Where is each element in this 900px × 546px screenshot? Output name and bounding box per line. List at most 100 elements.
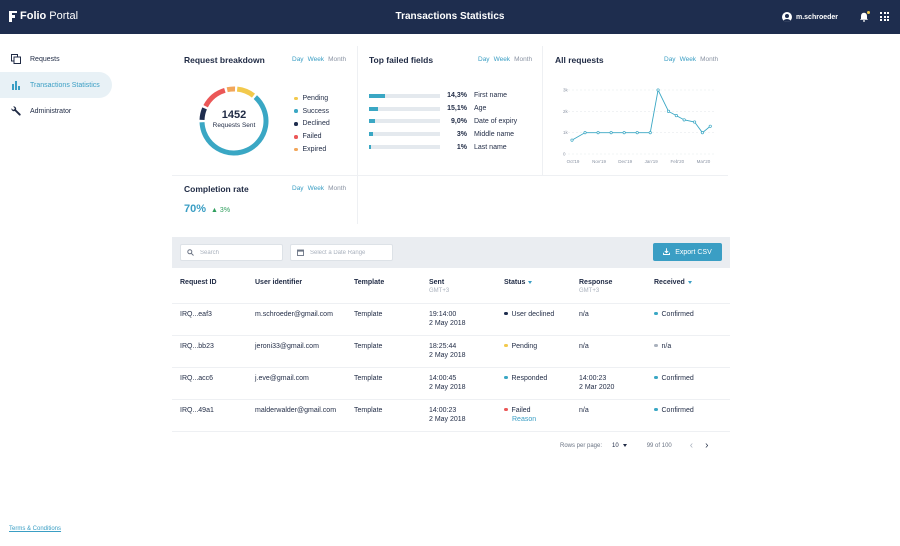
x-tick-label: Mar'20 [697,159,711,164]
data-point[interactable] [583,131,587,135]
data-point[interactable] [700,131,704,135]
donut-segment-declined [199,107,207,121]
sidebar-item-label: Transactions Statistics [30,81,100,89]
arrow-up-icon: ▲ [211,207,218,214]
completion-period-selector: Day Week Month [288,185,346,192]
y-tick-label: 1k [563,130,569,135]
cell-user: j.eve@gmail.com [247,367,346,400]
data-point[interactable] [708,124,712,128]
status-text: Failed [511,406,531,414]
sort-caret-icon[interactable] [687,280,692,284]
cell-user: m.schroeder@gmail.com [247,303,346,336]
y-tick-label: 2k [563,109,569,114]
cell-request-id: IRQ...bb23 [172,335,247,368]
period-week[interactable]: Week [307,56,325,63]
cell-response: n/a [571,399,646,432]
date-range-picker[interactable] [290,244,393,261]
data-point[interactable] [622,131,626,135]
table-row[interactable]: IRQ...acc6 j.eve@gmail.com Template 14:00:4… [172,367,730,400]
period-month[interactable]: Month [514,56,533,63]
legend-dot [294,122,298,126]
period-day[interactable]: Day [292,185,304,192]
sidebar-item-requests[interactable]: Requests [0,46,112,72]
failed-field-bar [369,93,440,98]
data-point[interactable] [674,114,678,118]
page-count: 99 of 100 [646,442,672,449]
col-received[interactable]: Received [646,272,730,304]
logo[interactable]: Folio Portal [9,10,78,22]
failed-field-bar-fill [369,93,385,98]
export-csv-button[interactable]: Export CSV [653,243,722,261]
failed-field-label: Date of expiry [474,117,518,125]
sidebar-item-transactions-statistics[interactable]: Transactions Statistics [0,72,112,98]
table-row[interactable]: IRQ...eaf3 m.schroeder@gmail.com Template 1… [172,303,730,336]
data-point[interactable] [666,109,671,113]
legend-item: Declined [294,118,330,131]
received-status: n/a [661,342,672,350]
data-point[interactable] [693,120,697,124]
user-menu[interactable]: m.schroeder [782,12,838,22]
request-id: IRQ...bb23 [180,342,214,350]
pagination: Rows per page: 10 99 of 100 ‹ › [560,440,708,451]
sidebar-item-label: Administrator [30,107,72,115]
period-week[interactable]: Week [493,56,511,63]
sent-time: 18:25:44 [429,342,457,350]
failed-field-bar [369,132,440,137]
chevron-right-icon[interactable]: › [705,440,709,451]
cell-received: Confirmed [646,303,730,336]
user-identifier: m.schroeder@gmail.com [255,310,333,318]
sent-time: 19:14:00 [429,310,457,318]
template-name: Template [354,310,383,318]
sort-caret-icon[interactable] [528,280,533,284]
period-month[interactable]: Month [328,185,347,192]
sent-date: 2 May 2018 [429,383,466,391]
data-point[interactable] [648,131,652,135]
rows-per-page-value: 10 [612,442,619,449]
period-month[interactable]: Month [700,56,719,63]
period-month[interactable]: Month [328,56,347,63]
failed-field-percent: 1% [456,143,467,151]
legend-label: Pending [302,94,329,102]
table-row[interactable]: IRQ...49a1 malderwalder@gmail.com Template… [172,399,730,432]
period-day[interactable]: Day [664,56,676,63]
cell-request-id: IRQ...acc6 [172,367,247,400]
notification-bell-icon[interactable] [859,11,870,22]
chevron-left-icon[interactable]: ‹ [689,440,694,451]
date-range-input[interactable] [310,249,390,256]
period-day[interactable]: Day [292,56,304,63]
table-row[interactable]: IRQ...bb23 jeroni33@gmail.com Template 18:2… [172,335,730,368]
col-response[interactable]: Response GMT+3 [571,272,646,304]
col-status[interactable]: Status [496,272,571,304]
period-week[interactable]: Week [307,185,325,192]
username: m.schroeder [796,13,839,21]
data-point[interactable] [682,118,686,122]
apps-grid-icon[interactable] [880,12,889,21]
data-point[interactable] [570,138,574,142]
data-point[interactable] [635,131,639,135]
data-point[interactable] [609,131,613,135]
header-label: Received [654,279,685,286]
failed-field-percent: 3% [456,130,467,138]
data-point[interactable] [656,88,660,92]
col-user-identifier[interactable]: User identifier [247,272,346,304]
col-template[interactable]: Template [346,272,421,304]
cell-received: n/a [646,335,730,368]
x-tick-label: Dec'19 [618,159,632,164]
terms-link[interactable]: Terms & Conditions [9,526,62,532]
col-request-id[interactable]: Request ID [172,272,247,304]
search-box[interactable] [180,244,283,261]
search-input[interactable] [200,249,280,256]
cell-status: Responded [496,367,571,400]
sidebar-item-administrator[interactable]: Administrator [0,98,112,124]
template-name: Template [354,406,383,414]
rows-per-page-select[interactable]: 10 [612,443,627,449]
col-sent[interactable]: Sent GMT+3 [421,272,496,304]
legend-item: Success [294,105,330,118]
data-point[interactable] [596,131,600,135]
response-time: n/a [579,310,589,318]
period-week[interactable]: Week [679,56,697,63]
status-text: User declined [511,310,555,318]
period-day[interactable]: Day [478,56,490,63]
donut-segment-expired [226,86,236,93]
reason-link[interactable]: Reason [512,415,537,423]
